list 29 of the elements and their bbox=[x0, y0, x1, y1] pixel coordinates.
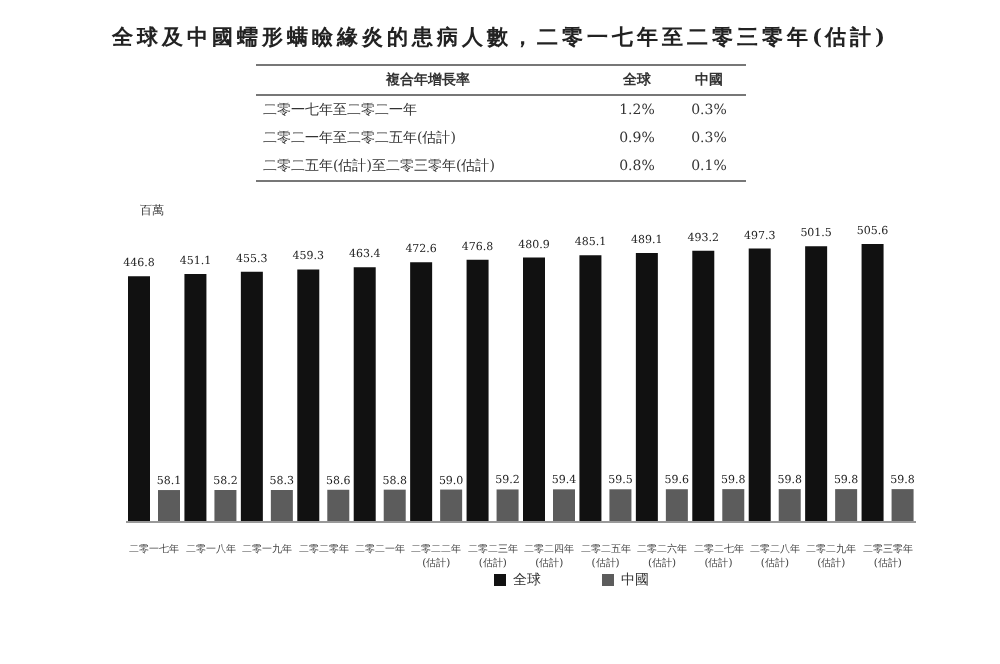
bar bbox=[214, 490, 237, 522]
bar bbox=[353, 267, 376, 522]
bar bbox=[579, 255, 602, 522]
bar bbox=[327, 489, 350, 522]
chart-title: 全球及中國蠕形螨瞼緣炎的患病人數，二零一七年至二零三零年(估計) bbox=[110, 24, 890, 52]
bar bbox=[410, 262, 433, 522]
bar bbox=[778, 489, 801, 522]
bar bbox=[635, 253, 658, 522]
bar bbox=[861, 244, 884, 522]
bar bbox=[466, 259, 489, 522]
bar bbox=[184, 273, 207, 522]
bar bbox=[748, 248, 771, 522]
bar bbox=[158, 490, 180, 522]
bar bbox=[553, 489, 575, 522]
bar bbox=[523, 257, 545, 522]
bar bbox=[665, 489, 688, 522]
bar bbox=[722, 489, 745, 522]
bar bbox=[440, 489, 463, 522]
bar bbox=[383, 489, 406, 522]
bar bbox=[270, 489, 293, 522]
bar bbox=[128, 276, 150, 522]
bar bbox=[891, 489, 914, 522]
bar bbox=[835, 489, 858, 522]
bar bbox=[240, 271, 263, 522]
bar bbox=[805, 246, 828, 522]
bar bbox=[496, 489, 519, 522]
bar bbox=[297, 269, 320, 522]
bar bbox=[609, 489, 632, 522]
bar bbox=[692, 250, 715, 522]
